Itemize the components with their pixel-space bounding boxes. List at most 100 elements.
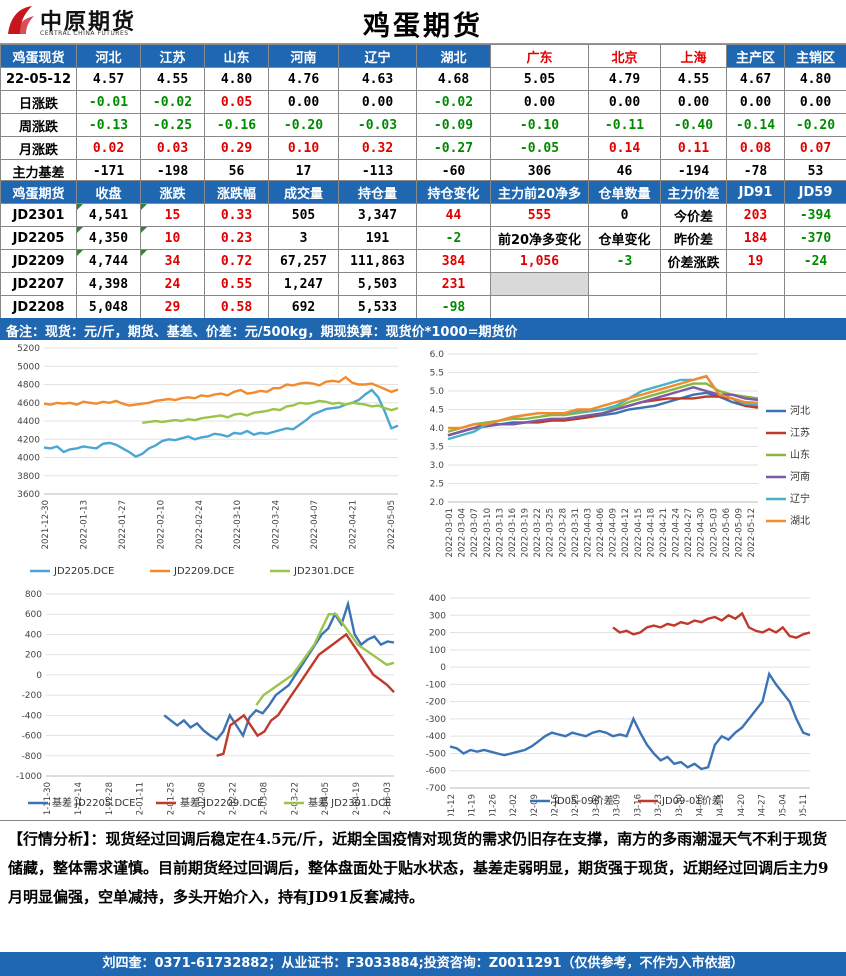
legend-label: JD2209.DCE xyxy=(173,566,234,577)
futures-cell: 5,533 xyxy=(338,295,417,319)
futures-cell: -394 xyxy=(784,203,846,227)
futures-row: JD2207 4,398 24 0.55 1,247 5,503 231 xyxy=(0,272,846,296)
futures-cell: 191 xyxy=(338,226,417,250)
futures-cell xyxy=(660,295,727,319)
spot-cell: -0.20 xyxy=(784,113,846,137)
x-tick-label: 2022-03-07 xyxy=(470,508,480,557)
y-tick-label: -1000 xyxy=(16,772,42,782)
spot-cell: 4.63 xyxy=(338,67,417,91)
x-tick-label: 2021-11-30 xyxy=(43,782,53,816)
x-tick-label: 2022-02-23 xyxy=(571,794,581,816)
spot-cell: -0.14 xyxy=(726,113,785,137)
x-tick-label: 2022-02-02 xyxy=(509,794,519,816)
futures-header-cell: 持仓量 xyxy=(338,180,417,204)
x-tick-label: 2022-04-05 xyxy=(321,782,331,816)
brand-name-cn: 中原期货 xyxy=(40,9,137,35)
futures-cell xyxy=(588,272,661,296)
y-tick-label: 3.5 xyxy=(430,443,444,453)
futures-cell xyxy=(784,272,846,296)
footer-contact: 刘四奎：0371-61732882；从业证书：F3033884;投资咨询：Z00… xyxy=(0,952,846,976)
spot-cell: 0.00 xyxy=(490,90,589,114)
x-tick-label: 2022-03-22 xyxy=(290,782,300,816)
legend-label: JD05-09价差 xyxy=(553,794,614,807)
legend-label: 江苏 xyxy=(790,426,810,439)
series-line xyxy=(216,632,395,757)
spot-header-cell: 河北 xyxy=(76,44,141,68)
spot-cell: 0.02 xyxy=(76,136,141,160)
futures-cell: 231 xyxy=(416,272,491,296)
y-tick-label: -400 xyxy=(426,732,447,742)
y-tick-label: 4.5 xyxy=(430,406,444,416)
x-tick-label: 2022-04-27 xyxy=(758,794,768,816)
y-tick-label: -700 xyxy=(426,784,447,794)
x-tick-label: 2022-03-13 xyxy=(495,508,505,557)
x-tick-label: 2022-01-13 xyxy=(79,500,89,549)
x-tick-label: 2022-04-06 xyxy=(596,508,606,557)
spot-cell: -0.25 xyxy=(140,113,205,137)
spot-row: 22-05-12 4.57 4.55 4.80 4.76 4.63 4.68 5.05 4.79… xyxy=(0,67,846,91)
spot-cell: -0.11 xyxy=(588,113,661,137)
spot-price-table: 鸡蛋现货 河北 江苏 山东 河南 辽宁 湖北 广东 北京 上海 主产区 主销区 22-05-12 4.57… xyxy=(0,44,846,183)
x-tick-label: 2021-12-28 xyxy=(105,782,115,816)
y-tick-label: 2.5 xyxy=(430,480,444,490)
spot-cell: 4.55 xyxy=(140,67,205,91)
futures-cell: 1,247 xyxy=(268,272,339,296)
x-tick-label: 2022-04-20 xyxy=(737,794,747,816)
spot-row-label: 周涨跌 xyxy=(0,113,77,137)
futures-cell xyxy=(726,272,785,296)
futures-cell xyxy=(660,272,727,296)
spot-cell: 0.03 xyxy=(140,136,205,160)
futures-cell: -24 xyxy=(784,249,846,273)
y-tick-label: 0 xyxy=(36,671,42,681)
y-tick-label: 4200 xyxy=(17,435,40,445)
futures-cell xyxy=(490,272,589,296)
spot-cell: 4.80 xyxy=(204,67,269,91)
y-tick-label: 600 xyxy=(25,610,42,620)
futures-cell: 0 xyxy=(588,203,661,227)
spot-header-cell: 北京 xyxy=(588,44,661,68)
x-tick-label: 2022-05-04 xyxy=(778,794,788,816)
futures-cell: 4,350 xyxy=(76,226,141,250)
futures-cell: 34 xyxy=(140,249,205,273)
legend-label: 基差 JD2209.DCE xyxy=(180,796,263,809)
spot-header-cell: 上海 xyxy=(660,44,727,68)
y-tick-label: 4800 xyxy=(17,381,40,391)
spot-header-cell: 鸡蛋现货 xyxy=(0,44,77,68)
futures-header-cell: 涨跌幅 xyxy=(204,180,269,204)
futures-cell: 5,503 xyxy=(338,272,417,296)
x-tick-label: 2022-04-09 xyxy=(609,508,619,557)
spot-header-row: 鸡蛋现货 河北 江苏 山东 河南 辽宁 湖北 广东 北京 上海 主产区 主销区 xyxy=(0,44,846,68)
futures-contract: JD2205 xyxy=(0,226,77,250)
x-tick-label: 2021-12-14 xyxy=(74,782,84,816)
futures-cell: 0.33 xyxy=(204,203,269,227)
x-tick-label: 2022-02-09 xyxy=(530,794,540,816)
futures-header-cell: 涨跌 xyxy=(140,180,205,204)
spot-cell: 0.07 xyxy=(784,136,846,160)
spot-row-label: 22-05-12 xyxy=(0,67,77,91)
spot-cell: 0.00 xyxy=(588,90,661,114)
spot-row: 日涨跌 -0.01 -0.02 0.05 0.00 0.00 -0.02 0.00 0.00 0.… xyxy=(0,90,846,114)
futures-cell: -3 xyxy=(588,249,661,273)
x-tick-label: 2022-04-06 xyxy=(695,794,705,816)
market-analysis: 【行情分析】：现货经过回调后稳定在4.5元/斤，近期全国疫情对现货的需求仍旧存在… xyxy=(0,820,846,950)
futures-cell xyxy=(588,295,661,319)
futures-cell: 3 xyxy=(268,226,339,250)
spot-cell: -0.03 xyxy=(338,113,417,137)
legend-label: 辽宁 xyxy=(790,492,810,505)
x-tick-label: 2022-04-12 xyxy=(621,508,631,557)
futures-cell: 111,863 xyxy=(338,249,417,273)
x-tick-label: 2022-03-16 xyxy=(633,794,643,816)
y-tick-label: 400 xyxy=(429,594,446,604)
y-tick-label: -600 xyxy=(22,732,43,742)
y-tick-label: 300 xyxy=(429,611,446,621)
header: 中原期货 CENTRAL CHINA FUTURES 鸡蛋期货 xyxy=(0,0,846,44)
futures-cell: -2 xyxy=(416,226,491,250)
x-tick-label: 2022-04-21 xyxy=(349,500,359,549)
x-tick-label: 2022-02-24 xyxy=(195,500,205,549)
legend-label: JD2301.DCE xyxy=(293,566,354,577)
y-tick-label: 200 xyxy=(25,651,42,661)
spot-cell: -171 xyxy=(76,159,141,183)
futures-table: 鸡蛋期货 收盘 涨跌 涨跌幅 成交量 持仓量 持仓变化 主力前20净多 仓单数量 主力价差 JD91… xyxy=(0,180,846,319)
x-tick-label: 2022-04-30 xyxy=(697,508,707,557)
y-tick-label: 4600 xyxy=(17,399,40,409)
